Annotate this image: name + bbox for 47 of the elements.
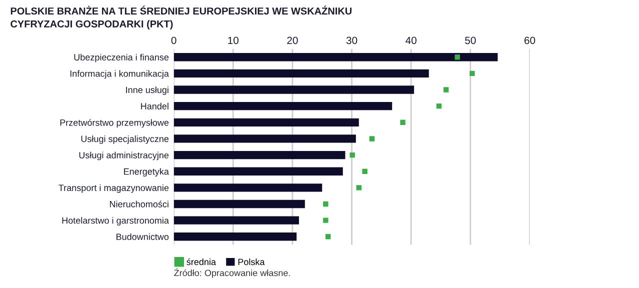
bar xyxy=(174,134,356,143)
y-tick-label: Nieruchomości xyxy=(110,200,168,208)
bar xyxy=(174,184,322,192)
point xyxy=(325,234,331,240)
bar xyxy=(174,232,297,241)
y-tick-label: Hotelarstwo i garstronomia xyxy=(62,217,169,226)
point xyxy=(323,218,328,223)
legend-label: średnia xyxy=(186,258,216,266)
point xyxy=(356,185,362,190)
x-tick-label: 40 xyxy=(406,36,416,44)
bar xyxy=(174,200,305,208)
chart-title: POLSKIE BRANŻE NA TLE ŚREDNIEJ EUROPEJSKIEJ WE WSKAŹNIKU CYFRYZACJI GOSPODARKI (PKT) xyxy=(10,6,352,30)
y-tick-label: Usługi administracyjne xyxy=(79,152,169,160)
y-tick-label: Budownictwo xyxy=(116,233,169,240)
y-tick-label: Usługi specjalistyczne xyxy=(81,135,169,144)
x-tick-label: 20 xyxy=(287,36,298,44)
y-tick-label: Energetyka xyxy=(124,168,169,177)
point xyxy=(323,201,328,207)
bar xyxy=(174,86,414,94)
y-tick-label: Handel xyxy=(141,102,168,110)
y-tick-label: Transport i magazynowanie xyxy=(58,184,169,193)
bar xyxy=(174,69,429,78)
x-tick-label: 0 xyxy=(171,36,176,44)
point xyxy=(443,87,449,92)
bar xyxy=(174,53,498,62)
bar xyxy=(174,150,346,160)
x-tick-label: 30 xyxy=(346,36,358,44)
x-tick-label: 60 xyxy=(524,36,536,44)
point xyxy=(436,103,442,109)
y-tick-label: Ubezpieczenia i finanse xyxy=(74,54,169,62)
bar xyxy=(174,167,343,176)
point xyxy=(369,136,375,142)
point xyxy=(470,70,475,76)
y-tick-label: Inne usługi xyxy=(126,86,168,95)
text: Źródło: Opracowanie własne. xyxy=(174,268,290,278)
y-tick-label: Przetwórstwo przemysłowe xyxy=(60,119,169,128)
point xyxy=(400,120,406,125)
point xyxy=(454,54,460,60)
bar xyxy=(174,102,392,110)
point xyxy=(362,168,368,174)
bar xyxy=(174,118,359,126)
x-tick-label: 10 xyxy=(228,36,239,44)
legend-label: Polska xyxy=(238,258,265,266)
point xyxy=(350,152,355,158)
y-tick-label: Informacja i komunikacja xyxy=(70,70,169,79)
x-tick-label: 50 xyxy=(465,36,476,44)
bar xyxy=(174,216,299,224)
